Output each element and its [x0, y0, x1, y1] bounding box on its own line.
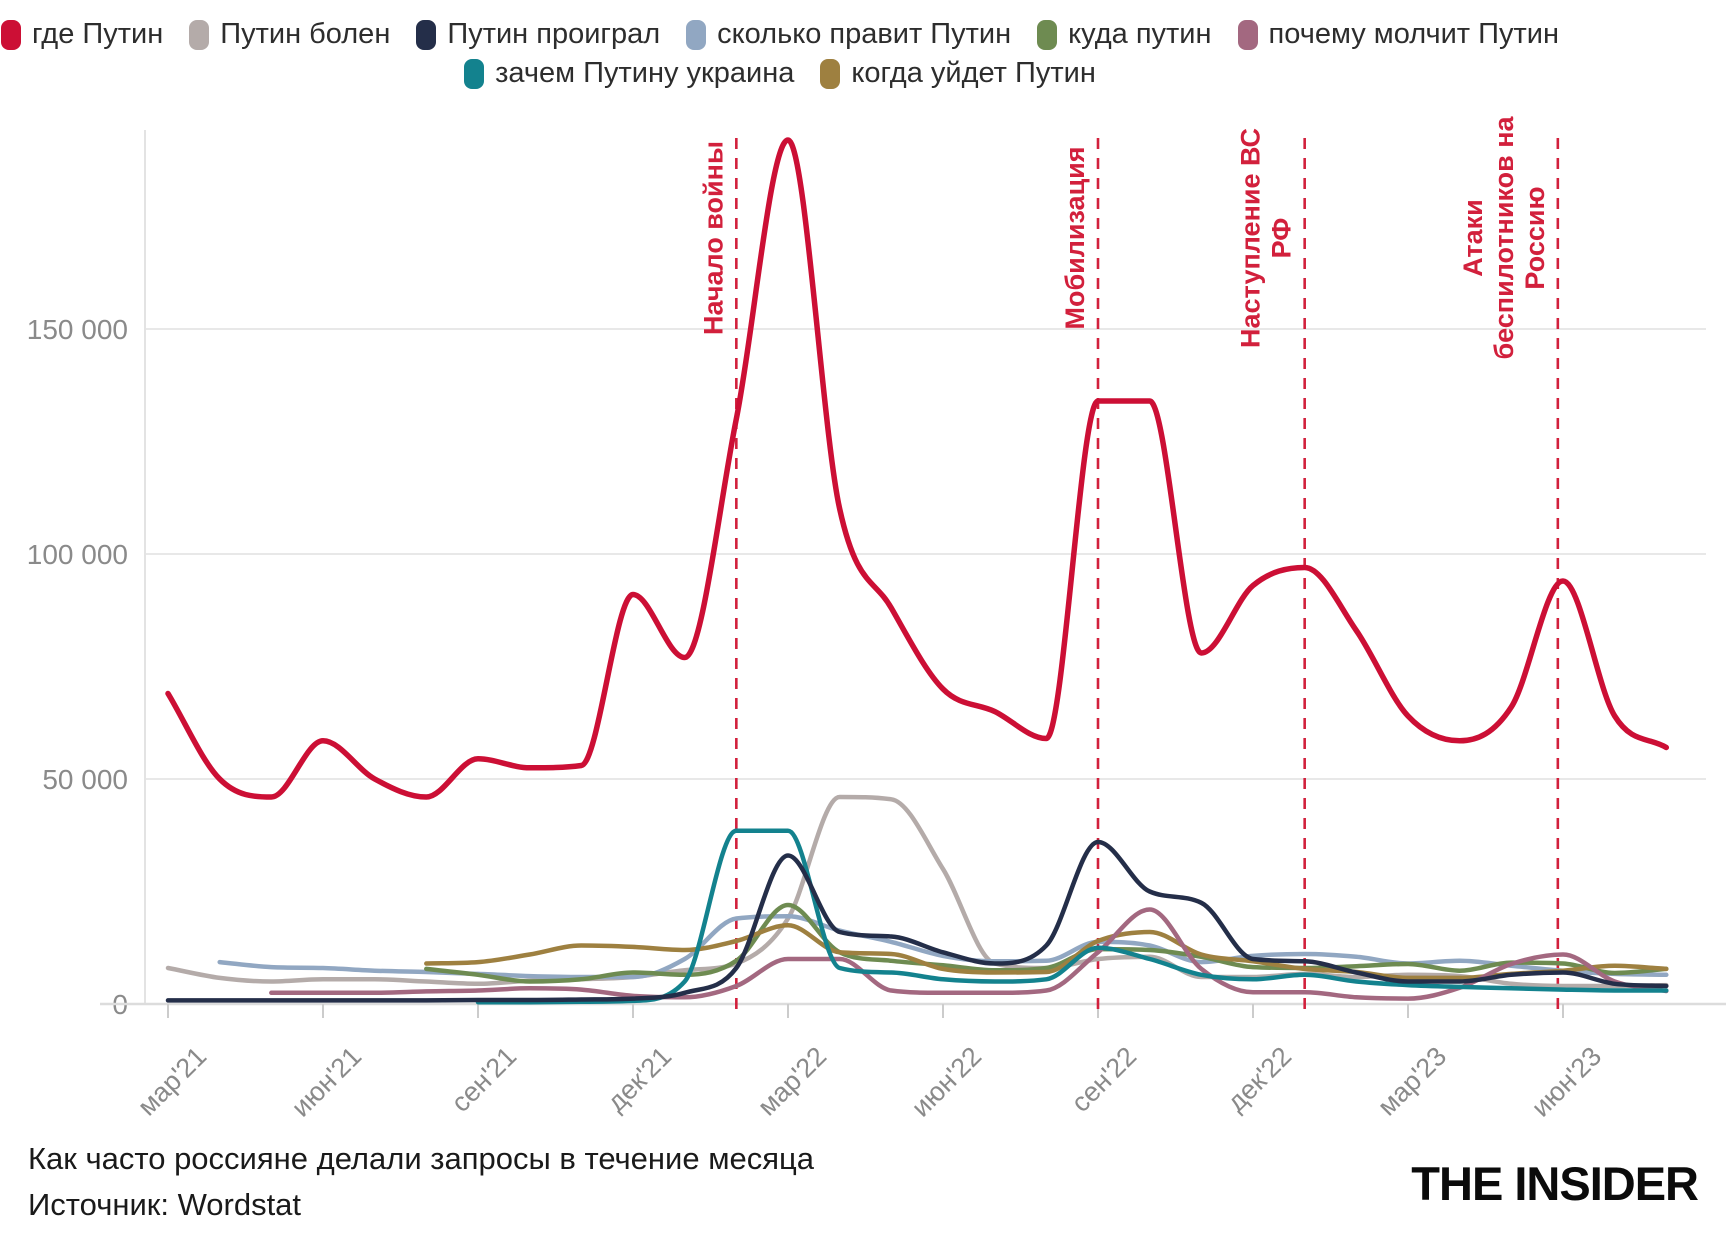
x-axis-tick-label: мар'21	[132, 1041, 212, 1121]
legend-item-1: Путин болен	[189, 18, 390, 51]
series-line-7	[424, 923, 1669, 981]
x-axis-tick-label: июн'23	[1526, 1041, 1608, 1123]
series-line-6	[475, 828, 1669, 1005]
legend-label: когда уйдет Путин	[851, 57, 1096, 89]
legend-row-2: зачем Путину украина когда уйдет Путин	[0, 57, 1560, 90]
chart-legend: где Путин Путин болен Путин проиграл скольк…	[0, 18, 1560, 90]
legend-swatch-icon	[1037, 19, 1058, 50]
legend-item-5: почему молчит Путин	[1237, 18, 1559, 51]
annotation-label: беспилотников на	[1489, 115, 1519, 359]
annotation-label: Наступление ВС	[1236, 128, 1266, 348]
x-axis-tick-label: июн'21	[286, 1041, 368, 1123]
annotation-label: Мобилизация	[1060, 146, 1090, 329]
legend-swatch-icon	[189, 19, 210, 50]
x-axis-tick-label: дек'21	[601, 1041, 677, 1117]
series-line-0	[165, 137, 1670, 800]
legend-label: сколько правит Путин	[717, 18, 1012, 50]
x-axis-tick-label: сен'22	[1065, 1041, 1142, 1118]
x-axis-tick-label: сен'21	[445, 1041, 522, 1118]
annotation-label: Россию	[1520, 186, 1550, 289]
legend-item-7: когда уйдет Путин	[820, 57, 1096, 90]
legend-label: Путин проиграл	[447, 18, 661, 50]
series-line-5	[269, 907, 1669, 1001]
legend-swatch-icon	[1, 19, 22, 50]
series-line-4	[424, 902, 1669, 984]
legend-swatch-icon	[416, 19, 437, 50]
x-axis-tick-label: дек'22	[1221, 1041, 1297, 1117]
legend-item-2: Путин проиграл	[416, 18, 660, 51]
legend-label: зачем Путину украина	[495, 57, 795, 89]
x-axis-tick-label: июн'22	[906, 1041, 988, 1123]
series-line-1	[165, 794, 1669, 989]
chart-title: Как часто россияне делали запросы в тече…	[28, 1141, 815, 1176]
annotation-label: РФ	[1267, 218, 1297, 259]
y-axis-tick-label: 100 000	[27, 539, 128, 570]
legend-item-0: где Путин	[1, 18, 163, 51]
chart-footer: Как часто россияне делали запросы в тече…	[28, 1141, 814, 1223]
legend-item-3: сколько правит Путин	[686, 18, 1011, 51]
legend-label: Путин болен	[220, 18, 391, 50]
legend-label: где Путин	[32, 18, 164, 50]
legend-label: почему молчит Путин	[1268, 18, 1559, 50]
the-insider-logo: THE INSIDER	[1411, 1157, 1699, 1210]
legend-swatch-icon	[820, 58, 841, 89]
legend-item-6: зачем Путину украина	[464, 57, 794, 90]
legend-swatch-icon	[686, 19, 707, 50]
x-axis-tick-label: мар'23	[1372, 1041, 1452, 1121]
y-axis-tick-label: 150 000	[27, 314, 128, 345]
legend-label: куда путин	[1068, 18, 1212, 50]
legend-swatch-icon	[1237, 19, 1258, 50]
legend-row-1: где Путин Путин болен Путин проиграл скольк…	[0, 18, 1560, 51]
series-line-2	[165, 839, 1669, 1003]
annotation-label: Начало войны	[698, 141, 728, 335]
annotation-label: Атаки	[1458, 199, 1488, 277]
y-axis-tick-label: 50 000	[42, 764, 128, 795]
legend-swatch-icon	[464, 58, 485, 89]
chart-source: Источник: Wordstat	[28, 1187, 302, 1222]
legend-item-4: куда путин	[1037, 18, 1212, 51]
x-axis-tick-label: мар'22	[752, 1041, 832, 1121]
